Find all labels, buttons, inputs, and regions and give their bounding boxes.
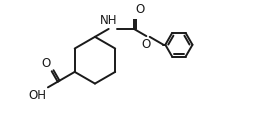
Text: OH: OH — [29, 89, 47, 102]
Text: O: O — [41, 57, 50, 70]
Text: NH: NH — [100, 14, 117, 27]
Text: O: O — [136, 3, 145, 16]
Text: O: O — [142, 38, 151, 51]
